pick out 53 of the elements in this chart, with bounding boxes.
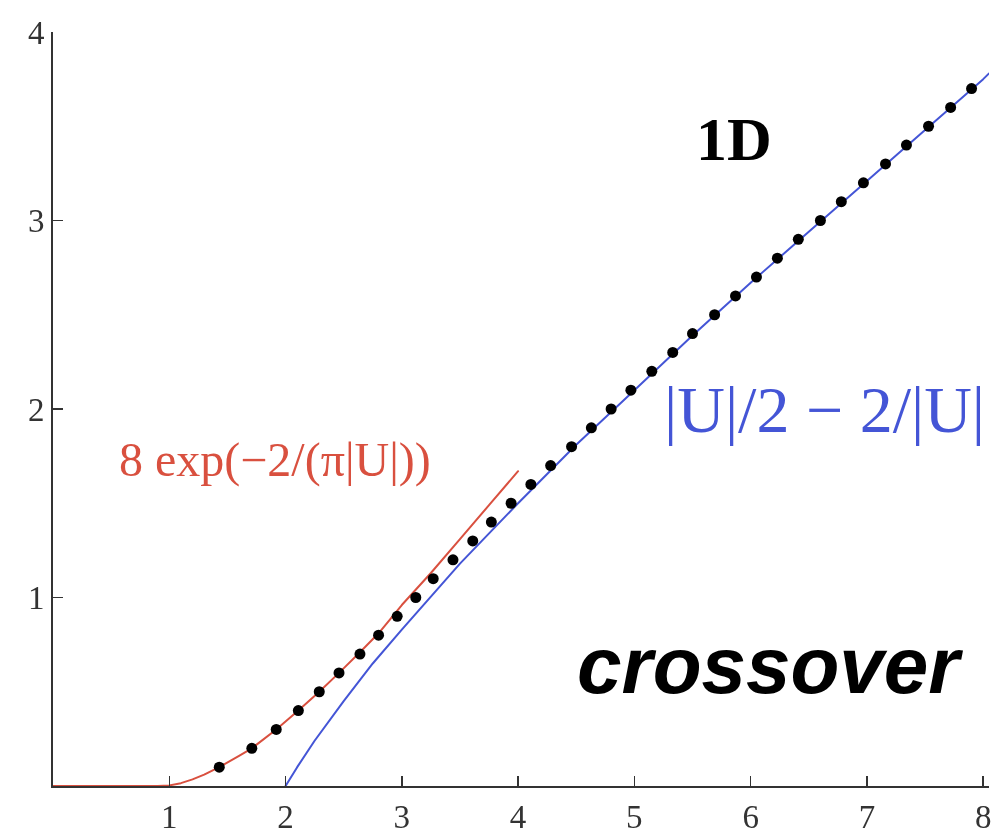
y-tick-label: 2 [27,391,45,428]
annotation: crossover [577,621,964,710]
point [771,252,783,264]
annotation: 1D [696,105,772,173]
point [900,139,912,151]
series-label: 8 exp(−2/(π|U|)) [119,433,431,487]
x-tick-label: 1 [161,798,178,830]
point [923,120,935,132]
point [750,271,762,283]
y-tick-label: 1 [27,580,45,617]
point [605,403,617,415]
point [292,705,304,717]
x-tick-label: 3 [393,798,411,830]
y-tick-label: 4 [27,14,45,51]
point [391,610,403,622]
point [625,384,637,396]
x-tick-label: 8 [974,798,992,830]
point [246,742,258,754]
point [410,592,422,603]
point [667,346,679,358]
point [545,460,557,472]
point [485,516,497,528]
series-label: |U|/2 − 2/|U| [664,373,986,446]
point [447,554,459,566]
x-tick-label: 4 [509,798,527,830]
point [945,101,957,113]
point [857,177,869,189]
point [880,158,892,170]
point [313,686,325,698]
point [835,196,847,208]
point [270,723,282,735]
point [585,422,597,434]
point [792,233,804,245]
point [333,667,345,679]
point [814,215,826,226]
point [213,761,225,773]
point [427,573,439,585]
x-tick-label: 6 [742,798,759,830]
point [467,535,479,547]
x-tick-label: 2 [277,798,294,830]
point [354,648,366,660]
x-tick-label: 5 [626,798,643,830]
y-tick-label: 3 [27,203,45,240]
point [730,290,742,302]
point [966,83,978,95]
point [566,441,578,453]
point [505,497,517,509]
point [373,629,385,641]
point [709,309,721,321]
point [646,365,658,377]
point [687,328,698,340]
point [525,478,537,490]
x-tick-label: 7 [858,798,876,830]
